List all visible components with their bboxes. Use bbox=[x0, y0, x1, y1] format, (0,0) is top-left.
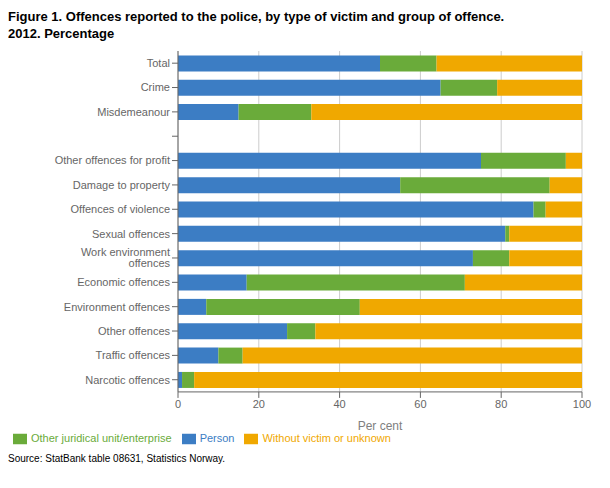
html-text:Person: Person bbox=[199, 431, 235, 444]
html-text:2012. Percentage: 2012. Percentage bbox=[8, 26, 115, 41]
svg-text:Sexual offences: Sexual offences bbox=[92, 228, 171, 240]
svg-text:Other offences for profit: Other offences for profit bbox=[55, 154, 170, 166]
svg-text:40: 40 bbox=[333, 398, 345, 410]
svg-text:Narcotic offences: Narcotic offences bbox=[85, 374, 170, 386]
svg-text:Total: Total bbox=[147, 57, 170, 69]
svg-text:Per cent: Per cent bbox=[358, 419, 403, 433]
svg-text:Damage to property: Damage to property bbox=[73, 179, 171, 191]
svg-text:20: 20 bbox=[253, 398, 265, 410]
html-text:Without victim or unknown: Without victim or unknown bbox=[262, 431, 391, 444]
svg-text:Traffic offences: Traffic offences bbox=[96, 349, 171, 361]
svg-text:Misdemeanour: Misdemeanour bbox=[97, 106, 170, 118]
svg-text:80: 80 bbox=[495, 398, 507, 410]
html-text:Other juridical unit/enterpris: Other juridical unit/enterprise bbox=[31, 431, 172, 444]
svg-text:Offences of violence: Offences of violence bbox=[71, 203, 170, 215]
svg-text:60: 60 bbox=[414, 398, 426, 410]
svg-text:Other offences: Other offences bbox=[98, 325, 170, 337]
html-text:Figure 1. Offences reported to: Figure 1. Offences reported to the polic… bbox=[8, 9, 505, 24]
svg-text:Work environmentoffences: Work environmentoffences bbox=[81, 246, 171, 269]
svg-text:100: 100 bbox=[573, 398, 591, 410]
svg-text:0: 0 bbox=[175, 398, 181, 410]
svg-text:Environment offences: Environment offences bbox=[64, 301, 171, 313]
svg-text:Crime: Crime bbox=[141, 81, 170, 93]
html-text:Source: StatBank table 08631,: Source: StatBank table 08631, Statistics… bbox=[8, 453, 226, 464]
svg-text:Economic offences: Economic offences bbox=[77, 276, 170, 288]
